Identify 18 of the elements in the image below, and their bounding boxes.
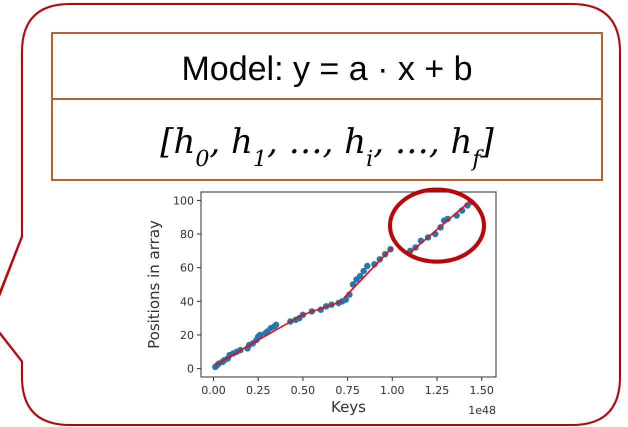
y-tick-label: 80 — [180, 228, 194, 242]
x-tick-label: 0.25 — [246, 384, 270, 397]
text: Model: y = a · x + b — [181, 50, 473, 88]
text: [h$_{0}$, h$_{1}$, …, h$_{i}$, …, h$_{f}$] — [160, 122, 494, 172]
x-tick-label: 1.25 — [424, 384, 450, 397]
y-axis-title: Positions in array — [145, 220, 163, 349]
x-tick-label: 0.75 — [335, 384, 360, 397]
x-tick-label: 0.00 — [201, 384, 226, 397]
x-tick-label: 1.50 — [469, 384, 494, 397]
x-tick-label: 1.00 — [380, 384, 405, 397]
text: 1e48 — [468, 404, 496, 417]
x-axis-title: Keys — [330, 398, 366, 416]
x-tick-label: 0.50 — [290, 384, 316, 397]
y-tick-label: 60 — [180, 262, 194, 275]
y-tick-label: 40 — [180, 295, 194, 308]
y-tick-label: 0 — [187, 362, 194, 376]
y-tick-label: 100 — [173, 194, 194, 208]
y-tick-label: 20 — [180, 328, 194, 342]
